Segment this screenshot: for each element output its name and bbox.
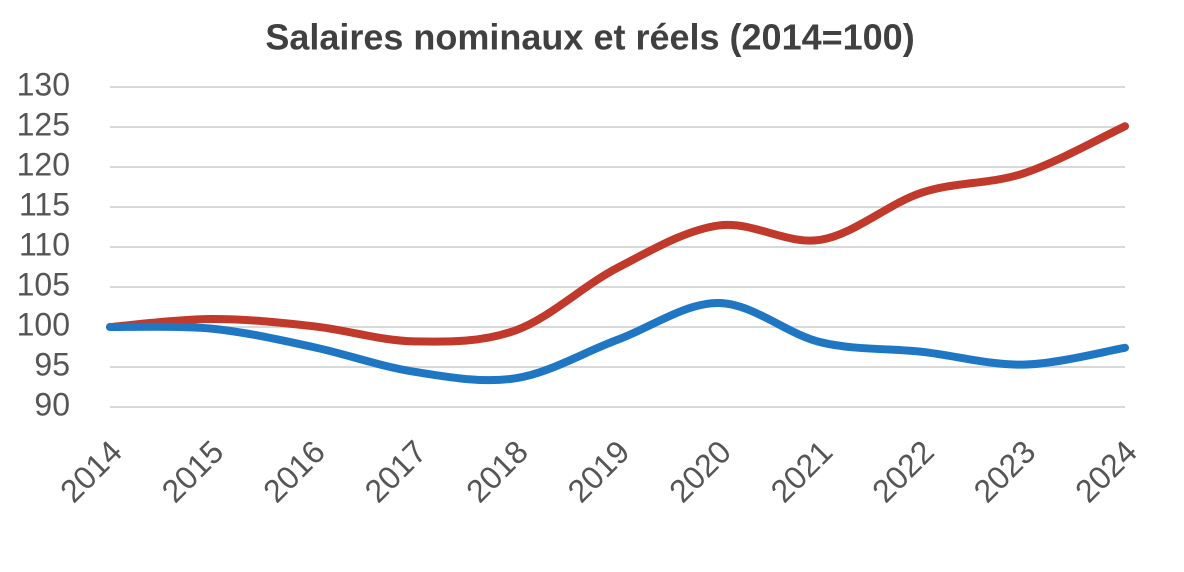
y-tick-label: 105 (17, 266, 70, 302)
y-tick-label: 90 (34, 386, 70, 422)
y-tick-label: 100 (17, 306, 70, 342)
x-tick-label: 2022 (865, 433, 941, 509)
y-tick-label: 130 (17, 66, 70, 102)
x-tick-label: 2021 (764, 433, 840, 509)
x-tick-label: 2016 (256, 433, 332, 509)
x-tick-label: 2014 (53, 433, 129, 509)
y-tick-label: 115 (19, 186, 70, 222)
y-tick-label: 95 (34, 346, 70, 382)
x-tick-label: 2015 (155, 433, 231, 509)
x-tick-label: 2023 (967, 433, 1043, 509)
series-line (106, 298, 1129, 385)
x-tick-label: 2017 (358, 433, 434, 509)
x-tick-label: 2019 (561, 433, 637, 509)
series-line (106, 122, 1129, 346)
y-tick-label: 125 (17, 106, 70, 142)
y-tick-label: 110 (19, 226, 70, 262)
x-tick-label: 2018 (459, 433, 535, 509)
y-tick-label: 120 (17, 146, 70, 182)
chart-title: Salaires nominaux et réels (2014=100) (265, 17, 914, 58)
x-tick-label: 2024 (1068, 433, 1144, 509)
x-tick-label: 2020 (662, 433, 738, 509)
